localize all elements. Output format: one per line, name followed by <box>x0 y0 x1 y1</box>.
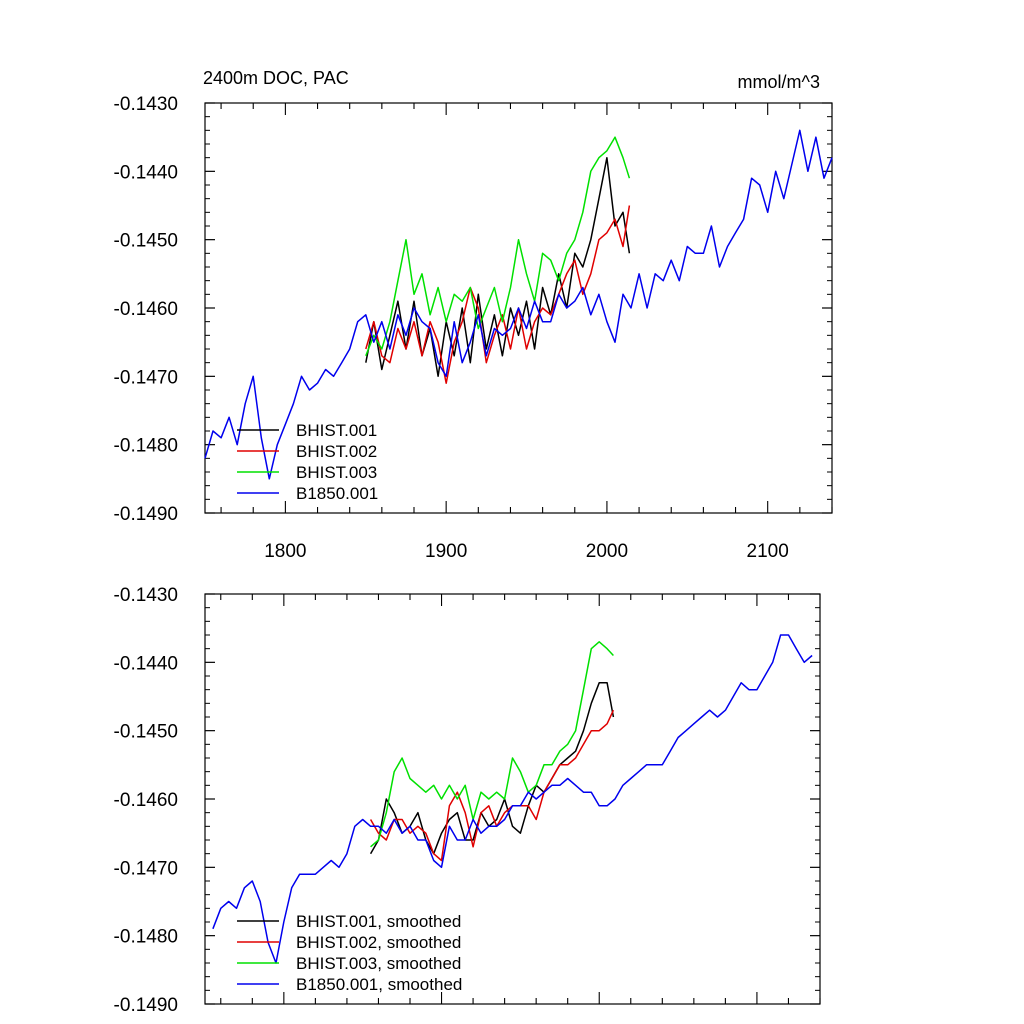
y-tick-label: -0.1430 <box>114 94 178 115</box>
series-line-bhist-003-smoothed <box>370 641 614 848</box>
y-tick-label: -0.1450 <box>114 231 178 252</box>
legend-entry: BHIST.003 <box>296 463 377 482</box>
units-label: mmol/m^3 <box>738 72 820 92</box>
y-tick-label: -0.1470 <box>114 367 178 388</box>
x-tick-label: 2000 <box>586 541 628 562</box>
y-tick-label: -0.1450 <box>114 722 178 743</box>
figure-title: 2400m DOC, PAC <box>203 68 349 88</box>
y-tick-label: -0.1440 <box>114 162 178 183</box>
series-line-bhist-001 <box>365 156 631 378</box>
series-line-bhist-003 <box>365 136 631 357</box>
legend-entry: BHIST.002 <box>296 442 377 461</box>
legend-entry: BHIST.001, smoothed <box>296 912 461 931</box>
y-tick-label: -0.1430 <box>114 585 178 606</box>
y-tick-label: -0.1480 <box>114 436 178 457</box>
panel-smoothed: -0.1430 -0.1440 -0.1450 -0.1460 -0.1470 -0.14… <box>114 585 821 1016</box>
series-line-bhist-002 <box>365 205 631 384</box>
series-line-bhist-001-smoothed <box>369 682 615 855</box>
x-tick-label: 1900 <box>425 541 467 562</box>
series-line-b1850-001-smoothed <box>212 634 813 964</box>
y-tick-label: -0.1460 <box>114 299 178 320</box>
y-tick-label: -0.1490 <box>114 504 178 525</box>
panel-raw: -0.1430 -0.1440 -0.1450 -0.1460 -0.1470 -0.14… <box>114 94 833 562</box>
x-tick-label: 2100 <box>747 541 789 562</box>
legend-entry: BHIST.001 <box>296 421 377 440</box>
legend-entry: B1850.001, smoothed <box>296 975 462 994</box>
series-line-bhist-002-smoothed <box>369 709 615 862</box>
y-tick-label: -0.1470 <box>114 858 178 879</box>
x-tick-label: 1800 <box>264 541 306 562</box>
y-tick-label: -0.1460 <box>114 790 178 811</box>
legend-entry: BHIST.002, smoothed <box>296 933 461 952</box>
y-tick-label: -0.1480 <box>114 927 178 948</box>
y-tick-label: -0.1490 <box>114 995 178 1016</box>
y-tick-label: -0.1440 <box>114 653 178 674</box>
legend-entry: B1850.001 <box>296 484 378 503</box>
series-line-b1850-001 <box>204 129 833 480</box>
legend-entry: BHIST.003, smoothed <box>296 954 461 973</box>
